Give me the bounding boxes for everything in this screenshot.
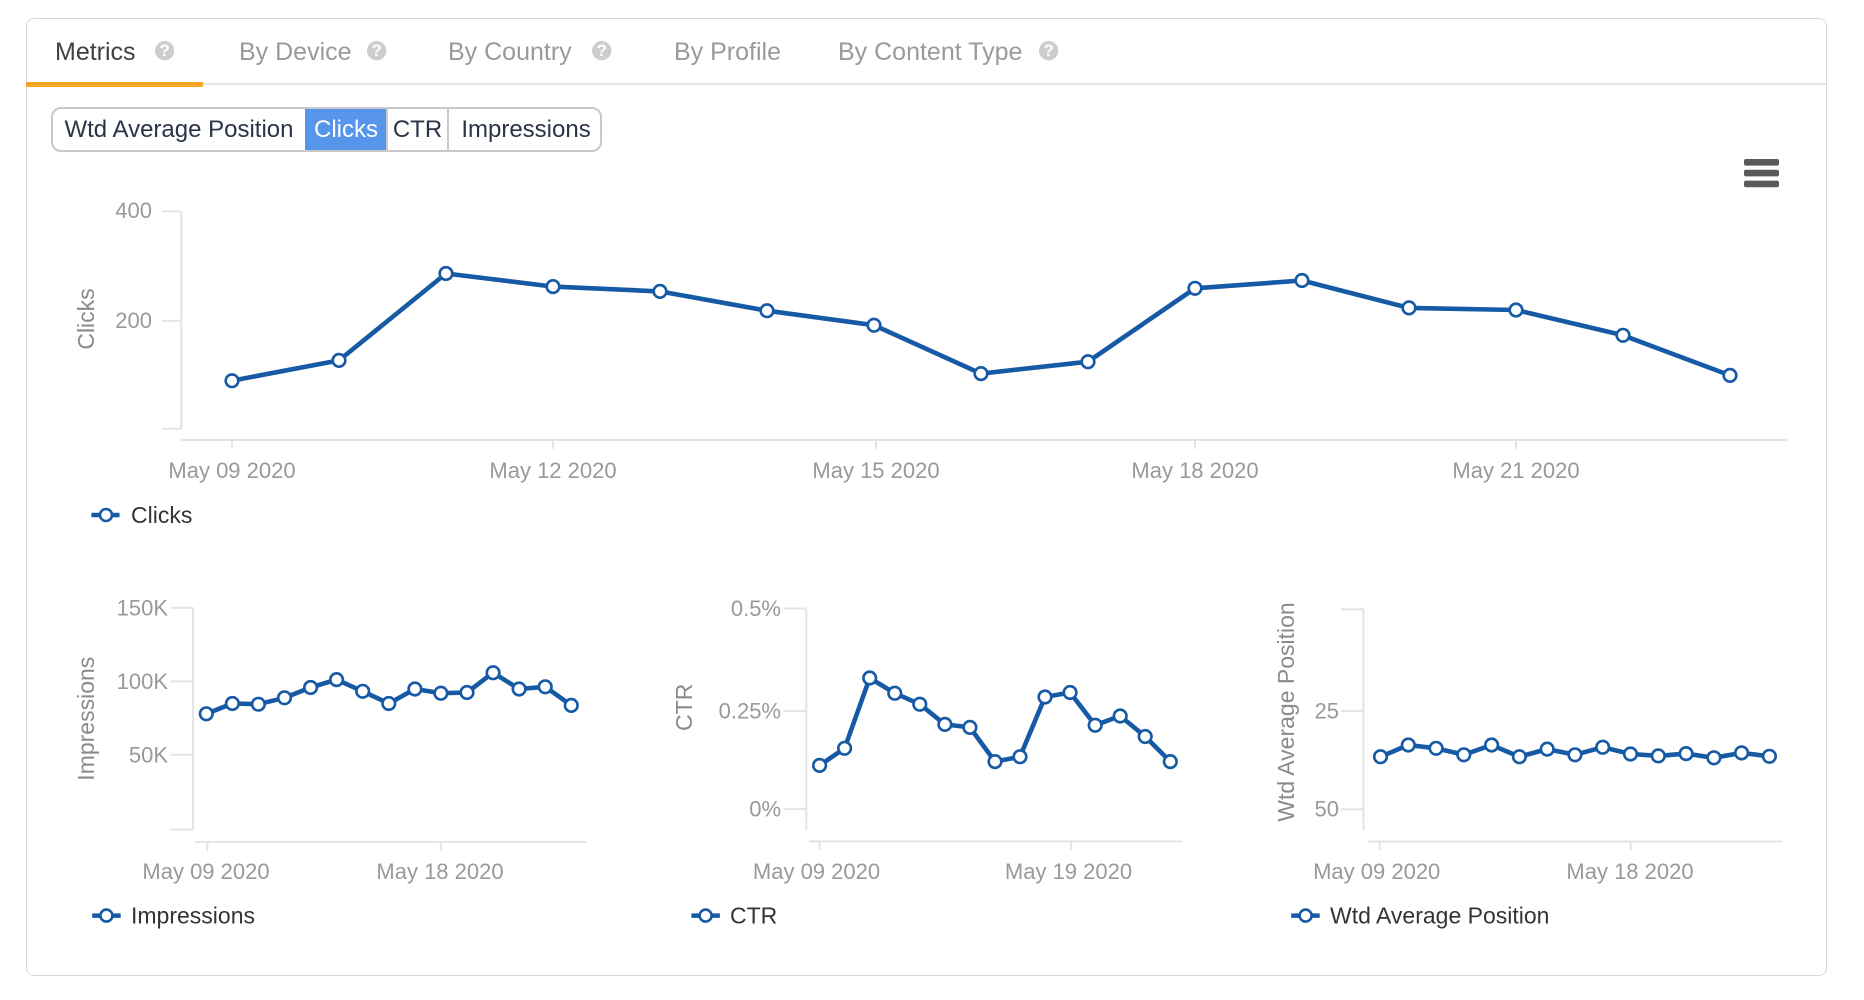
svg-text:Impressions: Impressions <box>73 657 99 781</box>
svg-text:May 21 2020: May 21 2020 <box>1452 458 1579 483</box>
svg-text:May 09 2020: May 09 2020 <box>168 458 295 483</box>
svg-text:May 18 2020: May 18 2020 <box>376 859 503 884</box>
svg-text:Wtd Average Position: Wtd Average Position <box>1330 903 1549 929</box>
svg-text:?: ? <box>372 41 382 60</box>
svg-text:Clicks: Clicks <box>73 288 99 349</box>
svg-text:50K: 50K <box>129 743 168 768</box>
svg-text:400: 400 <box>115 198 152 223</box>
svg-text:0%: 0% <box>749 797 781 822</box>
svg-text:Impressions: Impressions <box>131 903 255 929</box>
svg-text:May 19 2020: May 19 2020 <box>1005 859 1132 884</box>
svg-text:May 18 2020: May 18 2020 <box>1566 859 1693 884</box>
svg-text:?: ? <box>1043 41 1053 60</box>
svg-text:May 09 2020: May 09 2020 <box>1313 859 1440 884</box>
svg-text:May 18 2020: May 18 2020 <box>1131 458 1258 483</box>
svg-text:?: ? <box>159 41 169 60</box>
svg-text:25: 25 <box>1315 699 1339 724</box>
svg-text:0.25%: 0.25% <box>719 699 781 724</box>
svg-text:May 09 2020: May 09 2020 <box>142 859 269 884</box>
svg-text:May 09 2020: May 09 2020 <box>753 859 880 884</box>
svg-text:50: 50 <box>1315 797 1339 822</box>
svg-text:May 12 2020: May 12 2020 <box>489 458 616 483</box>
svg-text:?: ? <box>597 41 607 60</box>
svg-text:CTR: CTR <box>730 903 777 929</box>
svg-text:May 15 2020: May 15 2020 <box>812 458 939 483</box>
svg-text:Clicks: Clicks <box>131 502 192 528</box>
svg-text:100K: 100K <box>117 669 169 694</box>
svg-text:0.5%: 0.5% <box>731 596 781 621</box>
svg-text:150K: 150K <box>117 596 169 621</box>
svg-text:Wtd Average Position: Wtd Average Position <box>1273 602 1299 821</box>
svg-text:CTR: CTR <box>671 684 697 731</box>
svg-text:200: 200 <box>115 308 152 333</box>
